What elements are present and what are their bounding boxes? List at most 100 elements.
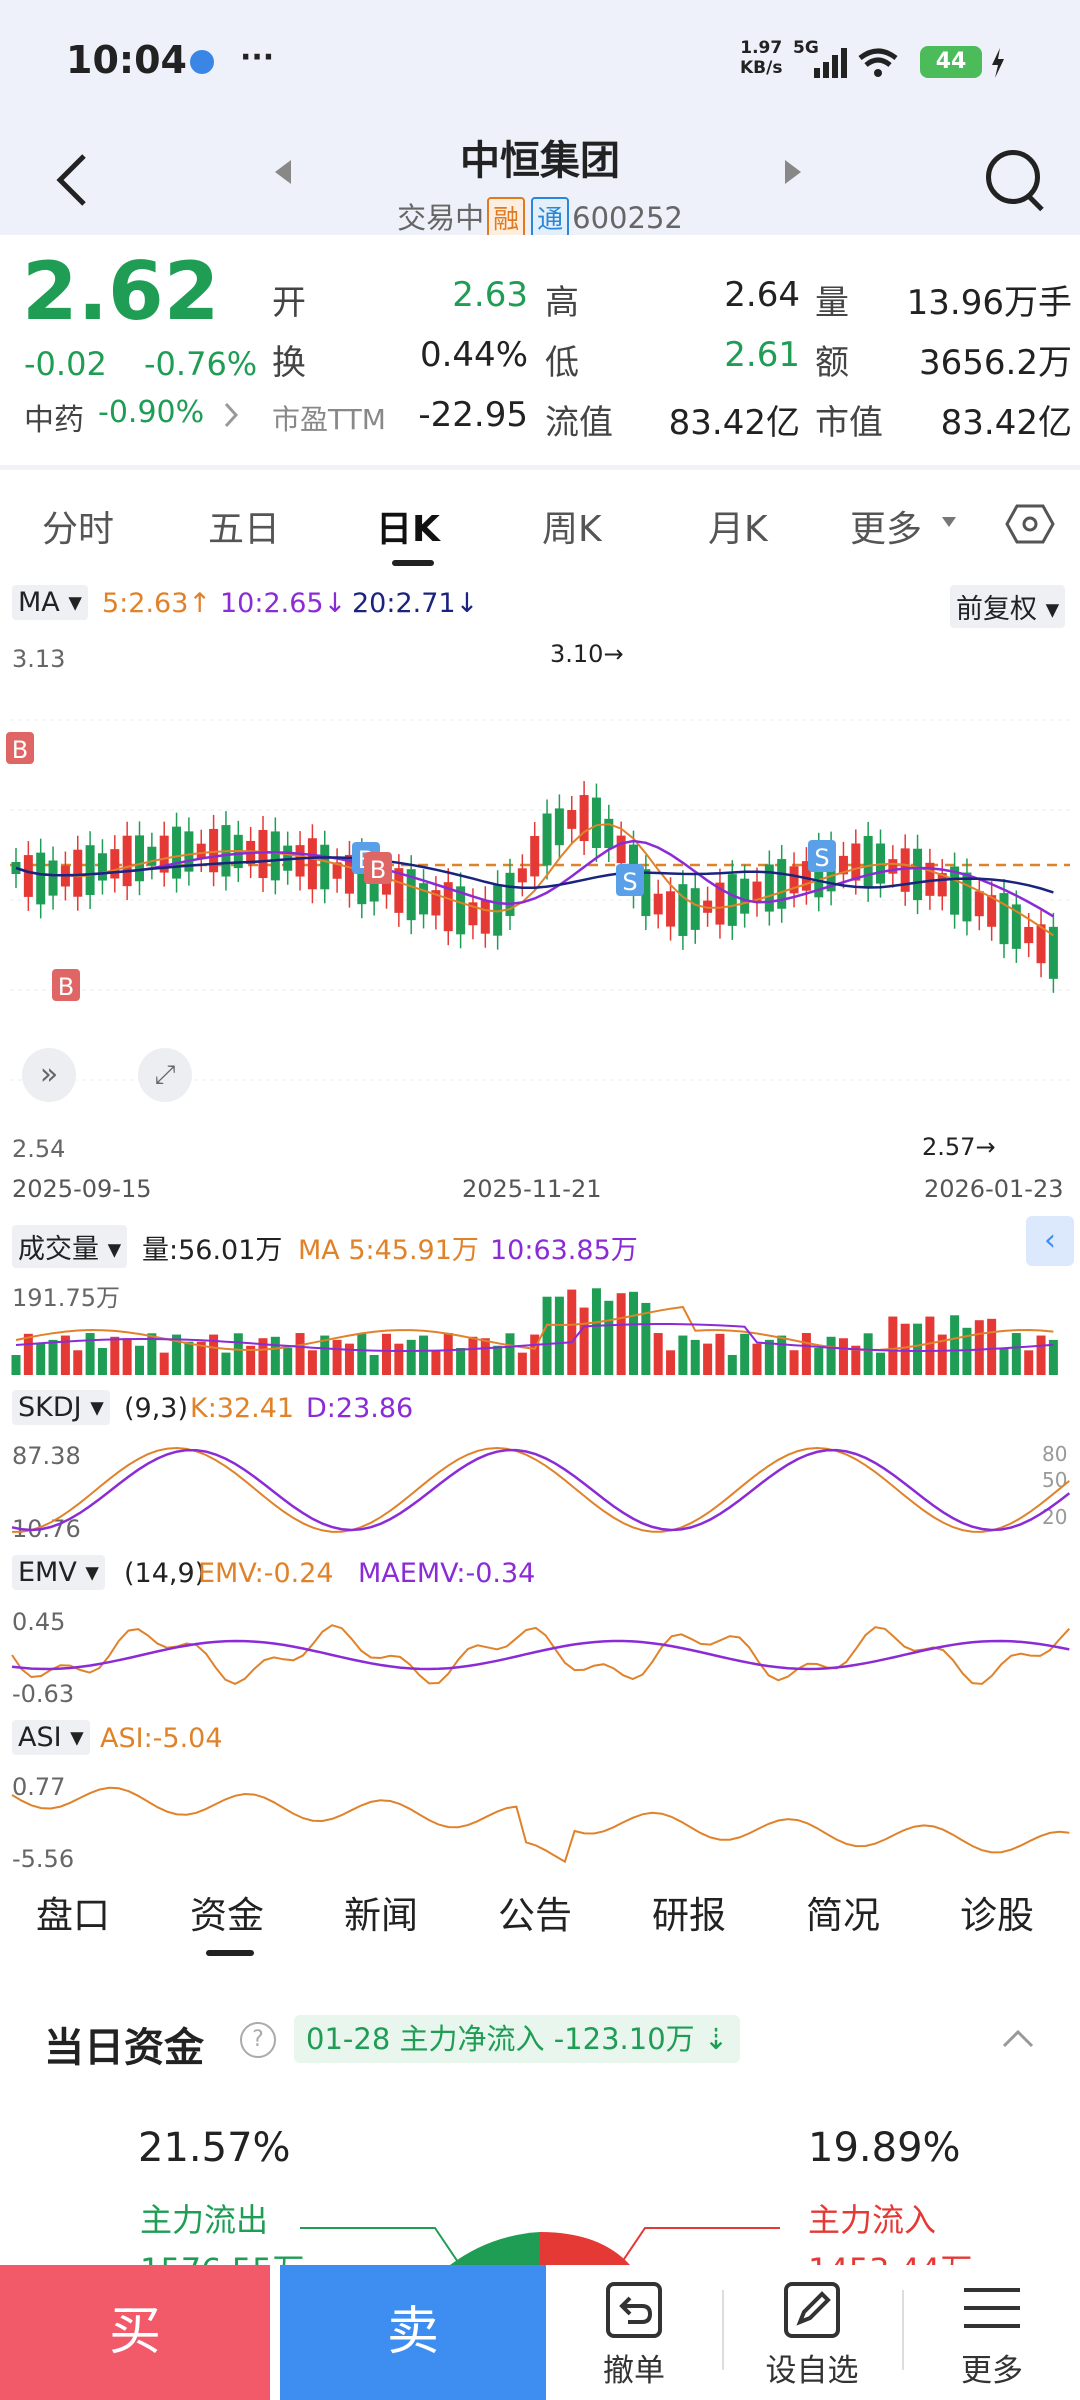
ma10-line — [15, 839, 1055, 918]
charging-icon — [992, 48, 1004, 78]
volume-bar — [974, 1320, 984, 1375]
candle-body — [616, 835, 626, 864]
next-stock-icon[interactable] — [785, 160, 801, 184]
skdj-d-line — [11, 1448, 1071, 1532]
more-label[interactable]: 更多 — [961, 2353, 1023, 2389]
volume-max: 191.75万 — [12, 1284, 120, 1312]
asi-selector[interactable]: ASI ▾ — [12, 1720, 90, 1755]
menu-icon[interactable] — [962, 2280, 1022, 2340]
asi-value: ASI:-5.04 — [100, 1723, 223, 1754]
sell-marker — [616, 864, 644, 896]
low-label: 低 — [545, 343, 579, 383]
volume-bar — [530, 1334, 540, 1375]
candle-body — [690, 888, 700, 930]
volume-bar — [653, 1333, 663, 1375]
tab-announcements[interactable]: 公告 — [498, 1894, 572, 1937]
tab-diagnosis[interactable]: 诊股 — [960, 1894, 1034, 1937]
volume-bar — [554, 1296, 564, 1375]
add-watchlist-label[interactable]: 设自选 — [765, 2353, 859, 2389]
candle-body — [382, 878, 391, 895]
volume-bar — [1024, 1350, 1034, 1375]
cancel-order-icon[interactable] — [604, 2280, 664, 2340]
sell-button[interactable]: 卖 — [280, 2265, 546, 2400]
expand-icon[interactable]: » — [22, 1048, 76, 1102]
volume-bar — [307, 1350, 317, 1375]
tab-profile[interactable]: 简况 — [806, 1894, 880, 1937]
asi-min: -5.56 — [12, 1845, 75, 1873]
fullscreen-icon[interactable]: ⤢ — [138, 1048, 192, 1102]
cancel-order-label[interactable]: 撤单 — [603, 2353, 665, 2389]
tab-orderbook[interactable]: 盘口 — [36, 1894, 110, 1937]
tab-intraday[interactable]: 分时 — [42, 509, 115, 550]
volume-selector[interactable]: 成交量 ▾ — [12, 1225, 128, 1268]
volume-bar — [36, 1343, 46, 1375]
volume-bar — [97, 1347, 107, 1375]
volume-bar — [591, 1288, 601, 1375]
candle-body — [641, 869, 651, 917]
settings-icon[interactable] — [1005, 502, 1055, 546]
tab-news[interactable]: 新闻 — [344, 1894, 418, 1937]
sector-change[interactable]: -0.90% — [98, 395, 205, 430]
tab-indicator — [392, 560, 434, 566]
outflow-label: 主力流出 — [140, 2201, 269, 2239]
buy-button[interactable]: 买 — [0, 2265, 270, 2400]
sector-label[interactable]: 中药 — [24, 403, 84, 438]
skdj-k-line — [11, 1446, 1070, 1533]
kline-chart[interactable]: BBBBSS — [0, 630, 1080, 1170]
pe-value: -22.95 — [418, 395, 528, 435]
tab-five-day[interactable]: 五日 — [208, 509, 281, 550]
search-icon[interactable] — [986, 150, 1040, 204]
volume-bar — [283, 1347, 293, 1375]
emv-line — [11, 1624, 1071, 1686]
emv-selector[interactable]: EMV ▾ — [12, 1555, 105, 1590]
volume-chart[interactable] — [0, 1270, 1080, 1380]
sell-marker — [808, 840, 836, 872]
add-watchlist-icon[interactable] — [782, 2280, 842, 2340]
volume-bar — [172, 1334, 182, 1375]
back-icon[interactable] — [52, 150, 92, 210]
ma-selector[interactable]: MA ▾ — [12, 585, 88, 620]
volume-bar — [382, 1333, 391, 1375]
chevron-right-icon[interactable] — [222, 400, 240, 430]
volume-bar — [925, 1316, 935, 1375]
buy-marker-label: B — [370, 856, 386, 884]
emv-chart[interactable] — [0, 1600, 1080, 1710]
tab-funds[interactable]: 资金 — [190, 1894, 264, 1937]
adjust-selector[interactable]: 前复权 ▾ — [950, 585, 1066, 628]
volume-bar — [777, 1335, 787, 1375]
volume-bar — [727, 1354, 737, 1375]
volume-bar — [517, 1352, 527, 1375]
caret-down-icon[interactable] — [940, 515, 958, 529]
collapse-panel-icon[interactable]: ‹ — [1026, 1216, 1074, 1266]
volume-bar — [431, 1350, 441, 1375]
status-time: 10:04 — [66, 38, 187, 82]
chevron-up-icon[interactable] — [1000, 2028, 1036, 2050]
skdj-params: (9,3) — [124, 1393, 189, 1424]
tab-research[interactable]: 研报 — [652, 1894, 726, 1937]
candle-body — [357, 852, 367, 905]
buy-marker — [52, 969, 80, 1001]
tab-more[interactable]: 更多 — [850, 509, 923, 550]
skdj-chart[interactable] — [0, 1435, 1080, 1545]
volume-bar — [567, 1289, 577, 1375]
help-icon[interactable]: ? — [240, 2022, 276, 2058]
open-label: 开 — [272, 283, 306, 323]
buy-marker-label: B — [12, 736, 28, 764]
volume-bar — [60, 1335, 70, 1375]
candle-body — [419, 883, 429, 915]
sell-marker-label: S — [622, 868, 637, 896]
prev-stock-icon[interactable] — [275, 160, 291, 184]
y-axis-max: 3.13 — [12, 645, 66, 673]
volume-bar — [913, 1323, 923, 1375]
candle-body — [270, 831, 280, 881]
volume-bar — [888, 1316, 898, 1375]
tab-monthly-k[interactable]: 月K — [708, 509, 768, 550]
volume-ma10: 10:63.85万 — [490, 1235, 638, 1266]
asi-chart[interactable] — [0, 1765, 1080, 1875]
skdj-selector[interactable]: SKDJ ▾ — [12, 1390, 110, 1425]
fund-title: 当日资金 — [44, 2025, 204, 2071]
candle-body — [863, 835, 873, 888]
candle-body — [703, 900, 713, 913]
tab-daily-k[interactable]: 日K — [376, 509, 440, 550]
tab-weekly-k[interactable]: 周K — [542, 509, 602, 550]
